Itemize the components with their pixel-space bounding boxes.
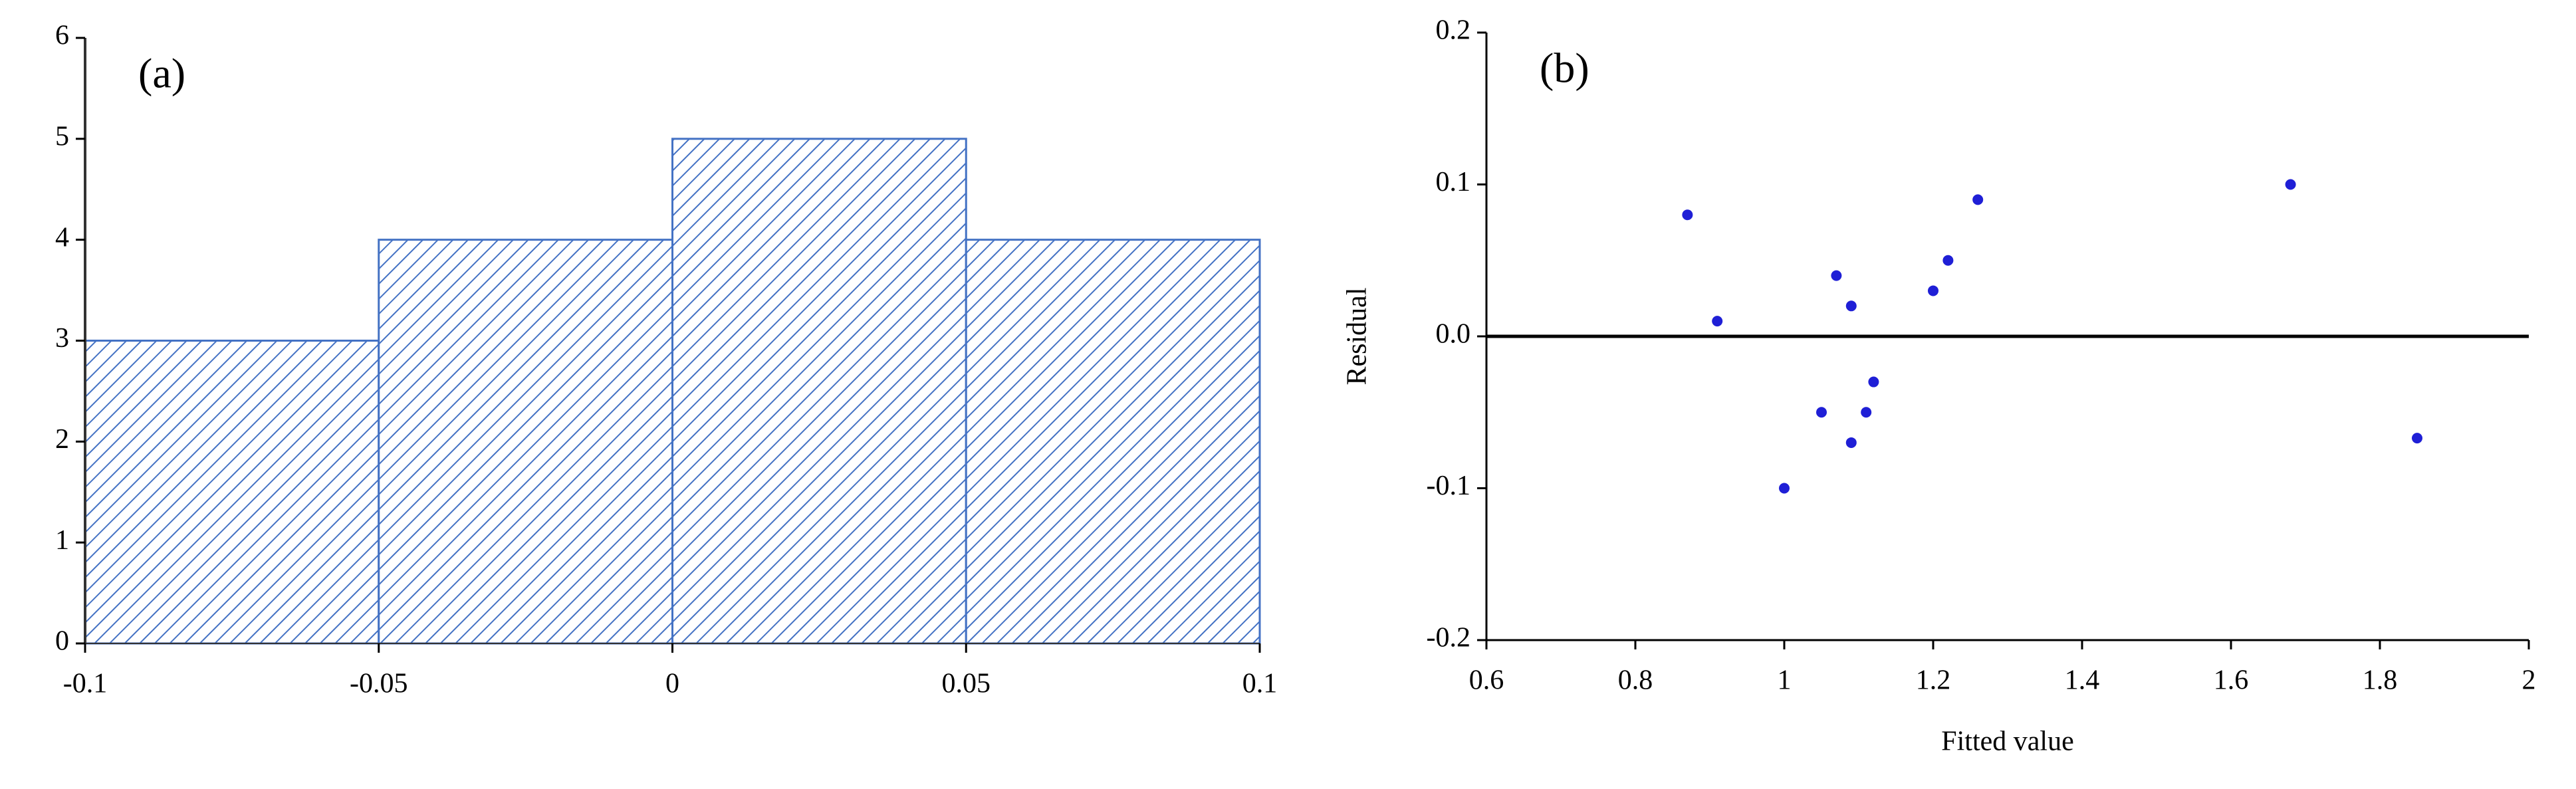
point (1712, 316, 1723, 327)
y-tick-label: -0.1 (1427, 471, 1471, 501)
bar (671, 138, 967, 645)
x-tick-label: -0.1 (63, 669, 108, 699)
point (1845, 437, 1857, 448)
y-tick-label: 0.0 (1436, 319, 1471, 350)
y-tick-label: 6 (55, 21, 69, 51)
y-tick-label: 5 (55, 121, 69, 152)
y-tick-label: -0.2 (1427, 623, 1471, 653)
point (1845, 300, 1857, 312)
point (1942, 255, 1954, 266)
bar (378, 239, 673, 645)
point (2285, 179, 2296, 190)
point (1779, 483, 1790, 494)
x-axis-title: Fitted value (1941, 727, 2073, 757)
point (1831, 270, 1842, 281)
panel-label: (b) (1540, 45, 1589, 92)
x-tick-label: 2 (2522, 665, 2536, 696)
y-tick-label: 0 (55, 626, 69, 657)
x-tick-label: 0.05 (942, 669, 991, 699)
y-tick-label: 0.2 (1436, 15, 1471, 46)
x-tick-label: 1.2 (1916, 665, 1951, 696)
y-tick-label: 1 (55, 525, 69, 556)
panel-label: (a) (138, 50, 185, 97)
x-tick-label: -0.05 (350, 669, 408, 699)
point (1861, 407, 1872, 418)
point (1682, 209, 1693, 221)
point (1928, 285, 1938, 296)
point (1816, 407, 1827, 418)
x-tick-label: 1.6 (2214, 665, 2249, 696)
x-tick-label: 1.4 (2065, 665, 2100, 696)
bar (84, 340, 380, 645)
bar (965, 239, 1261, 645)
x-tick-label: 1 (1778, 665, 1792, 696)
y-tick-label: 3 (55, 323, 69, 354)
y-axis-title: Residual (1342, 288, 1373, 386)
y-tick-label: 0.1 (1436, 167, 1471, 197)
point (2412, 433, 2422, 444)
x-tick-label: 0.6 (1469, 665, 1504, 696)
y-tick-label: 4 (55, 222, 69, 253)
y-tick-label: 2 (55, 424, 69, 455)
x-tick-label: 0.1 (1242, 669, 1278, 699)
point (1868, 376, 1879, 388)
x-tick-label: 0 (665, 669, 679, 699)
x-tick-label: 0.8 (1618, 665, 1653, 696)
x-tick-label: 1.8 (2363, 665, 2398, 696)
point (1972, 194, 1984, 205)
